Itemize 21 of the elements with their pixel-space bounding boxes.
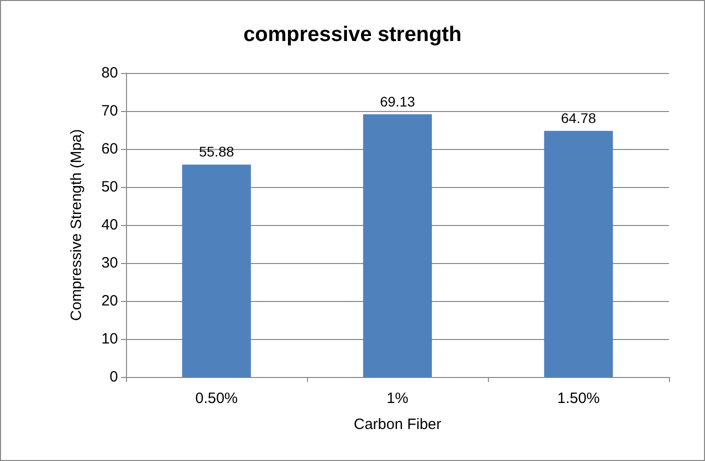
y-tick-label: 40 <box>101 216 118 234</box>
y-tick-label: 60 <box>101 140 118 158</box>
bar <box>544 130 613 377</box>
y-tick-label: 10 <box>101 330 118 348</box>
data-label: 69.13 <box>380 93 416 110</box>
y-tick-label: 50 <box>101 178 118 196</box>
data-label: 64.78 <box>560 110 596 126</box>
x-tick-label: 1% <box>386 390 408 407</box>
y-tick-label: 80 <box>101 64 118 82</box>
x-tick-label: 0.50% <box>195 390 238 407</box>
bar <box>182 164 251 377</box>
chart-title: compressive strength <box>243 23 462 46</box>
y-tick-label: 20 <box>101 292 118 310</box>
x-axis-title: Carbon Fiber <box>354 416 442 433</box>
data-label: 55.88 <box>198 144 234 160</box>
x-tick-label: 1.50% <box>557 390 600 407</box>
y-axis-title: Compressive Strength (Mpa) <box>68 129 85 321</box>
bar <box>363 114 432 377</box>
y-tick-label: 70 <box>101 102 118 120</box>
y-tick-label: 30 <box>101 254 118 272</box>
y-tick-label: 0 <box>110 368 118 386</box>
